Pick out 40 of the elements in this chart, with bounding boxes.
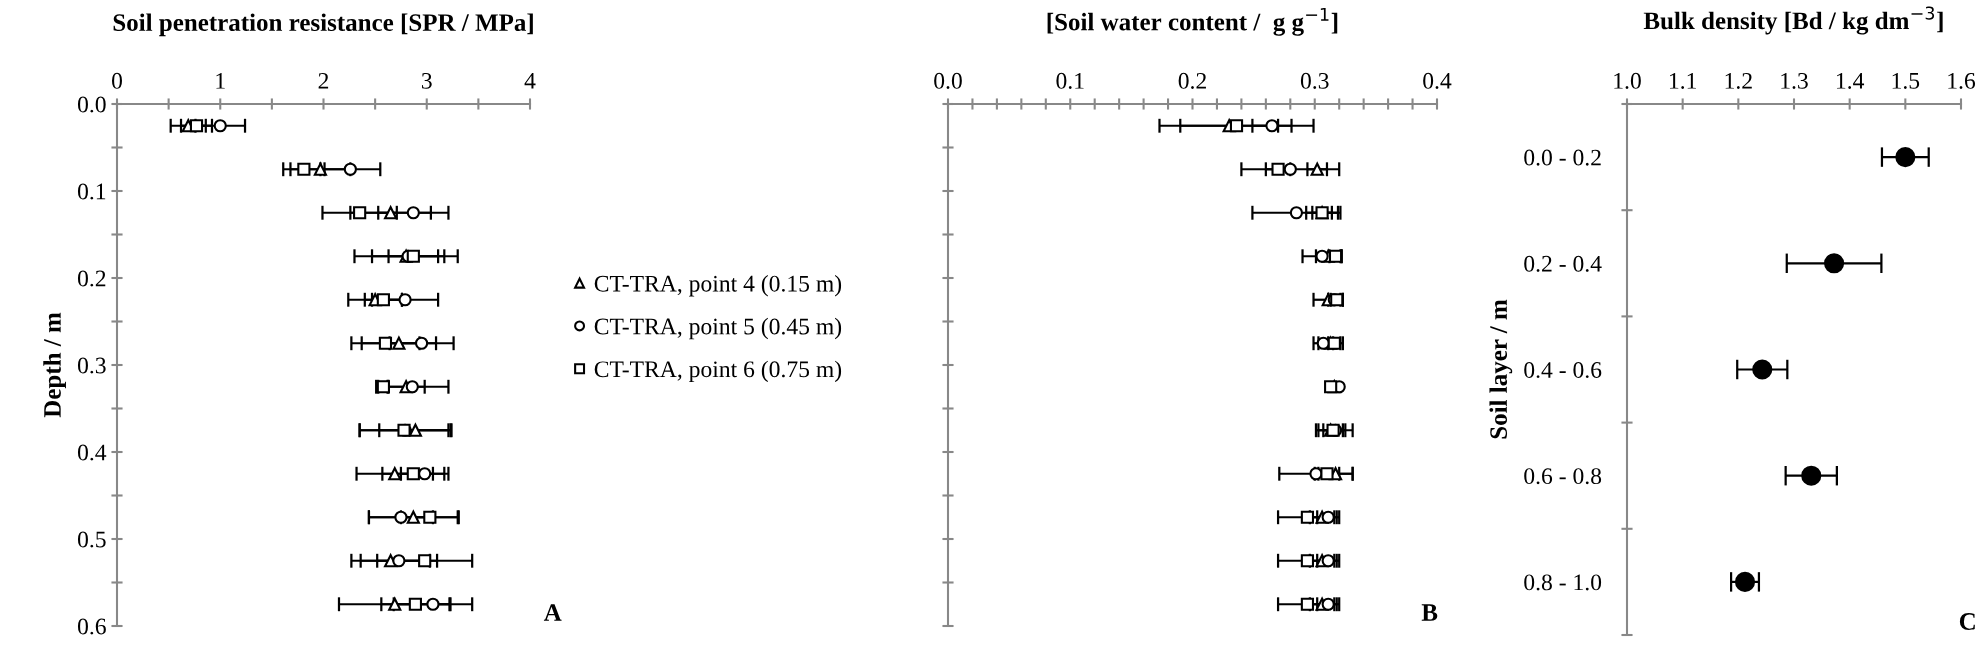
y-axis-title: Soil layer / m: [1489, 299, 1513, 439]
y-tick-label: 0.6: [77, 618, 106, 635]
x-tick-label: 2: [318, 72, 329, 89]
y-tick-label: 0.5: [77, 531, 106, 548]
x-tick-label: 0.2: [1178, 72, 1206, 89]
chart-title: [Soil water content / g g$^{−1}$]: [1047, 7, 1338, 36]
legend-label: CT-TRA, point 6 (0.75 m): [594, 360, 842, 383]
x-tick-label: 1: [216, 72, 225, 89]
legend-label: CT-TRA, point 4 (0.15 m): [594, 275, 842, 297]
annotation: C: [1959, 613, 1975, 630]
y-tick-label: 0.3: [77, 357, 106, 374]
x-tick-label: 0: [112, 72, 122, 89]
y-tick-label: 0.0 - 0.2: [1524, 149, 1601, 166]
annotation: B: [1421, 604, 1438, 621]
x-tick-label: 0.4: [1423, 72, 1452, 89]
y-axis-title: Depth / m: [43, 312, 66, 418]
x-tick-label: 0.0: [934, 72, 962, 89]
x-tick-label: 1.6: [1948, 72, 1976, 89]
y-tick-label: 0.2 - 0.4: [1524, 255, 1602, 272]
chart-title: Bulk density [Bd / kg dm$^{−3}$]: [1643, 6, 1943, 35]
legend-label: CT-TRA, point 5 (0.45 m): [594, 317, 842, 340]
x-tick-label: 1.3: [1781, 72, 1808, 89]
x-tick-label: 3: [421, 72, 432, 89]
x-tick-label: 0.3: [1300, 72, 1329, 89]
text: A: [543, 604, 562, 621]
y-tick-label: 0.4 - 0.6: [1524, 361, 1602, 379]
y-tick-label: 0.2: [77, 270, 106, 287]
y-tick-label: 0.1: [77, 183, 106, 200]
y-tick-label: 0.4: [77, 444, 107, 461]
y-tick-label: 0.0: [77, 96, 106, 113]
chart-title: Soil penetration resistance [SPR / MPa]: [113, 13, 533, 37]
x-tick-label: 1.1: [1669, 72, 1697, 89]
x-tick-label: 4: [524, 73, 536, 89]
x-tick-label: 1.5: [1892, 72, 1920, 89]
x-tick-label: 1.0: [1614, 72, 1641, 89]
x-tick-label: 1.4: [1836, 72, 1865, 89]
x-tick-label: 0.1: [1056, 72, 1084, 89]
x-tick-label: 1.2: [1725, 72, 1752, 89]
y-tick-label: 0.8 - 1.0: [1524, 574, 1602, 591]
y-tick-label: 0.6 - 0.8: [1524, 468, 1602, 485]
